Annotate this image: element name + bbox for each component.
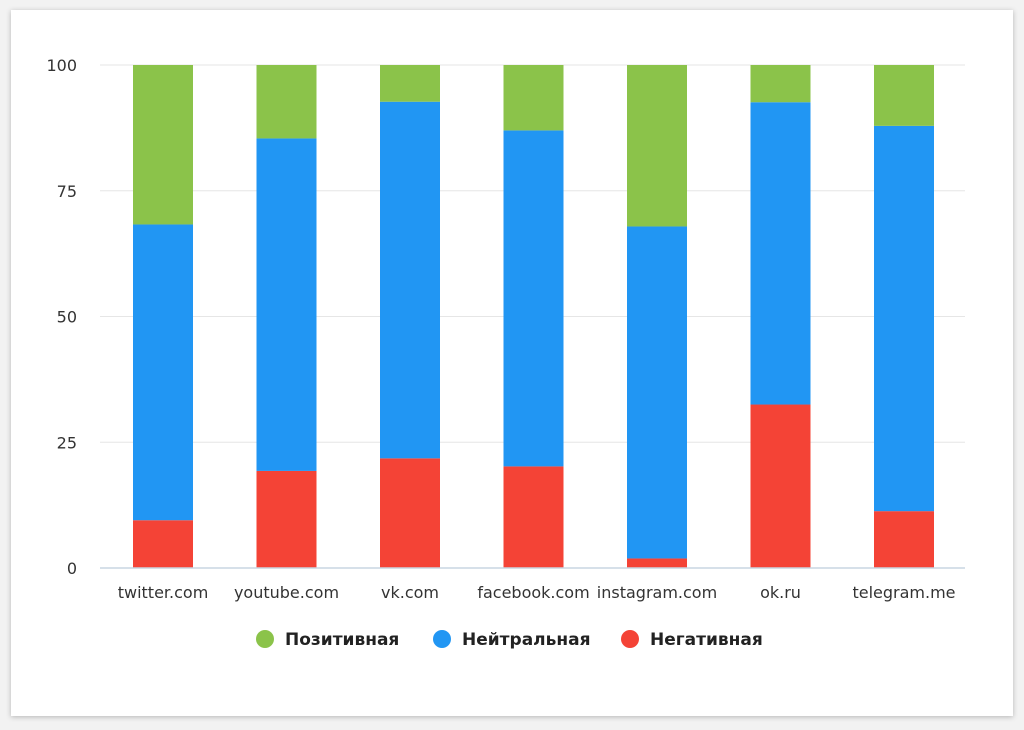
bar-segment [380, 458, 440, 568]
legend-marker [433, 630, 451, 648]
legend-label: Негативная [650, 630, 763, 650]
y-tick-label: 75 [57, 182, 77, 201]
x-tick-label: twitter.com [118, 583, 209, 602]
bar-segment [750, 65, 811, 103]
bar-segment [874, 511, 934, 568]
bar-segment [256, 65, 317, 139]
bar-segment [133, 520, 193, 568]
y-tick-label: 25 [57, 433, 77, 452]
legend-label: Позитивная [285, 630, 399, 650]
x-tick-label: ok.ru [760, 583, 801, 602]
bar-segment [874, 65, 934, 126]
bar-segment [380, 101, 440, 459]
y-tick-label: 100 [46, 56, 77, 75]
bar-segment [627, 226, 687, 559]
bar-segment [503, 466, 564, 568]
bar-segment [874, 125, 934, 512]
bar-segment [503, 130, 564, 467]
x-tick-label: instagram.com [597, 583, 717, 602]
bar-segment [256, 470, 317, 568]
bar-segment [256, 138, 317, 471]
bar-segment [133, 65, 193, 225]
bar-segment [750, 102, 811, 405]
bar-segment [627, 65, 687, 227]
x-tick-label: facebook.com [477, 583, 589, 602]
bar-segment [133, 224, 193, 521]
legend-label: Нейтральная [462, 630, 591, 650]
y-tick-label: 50 [57, 308, 77, 327]
bar-segment [503, 65, 564, 131]
y-tick-label: 0 [67, 559, 77, 578]
x-tick-label: vk.com [381, 583, 439, 602]
x-tick-label: youtube.com [234, 583, 339, 602]
legend-marker [256, 630, 274, 648]
bar-segment [380, 65, 440, 102]
legend-marker [621, 630, 639, 648]
x-tick-label: telegram.me [852, 583, 955, 602]
bar-segment [627, 558, 687, 568]
bar-segment [750, 404, 811, 568]
